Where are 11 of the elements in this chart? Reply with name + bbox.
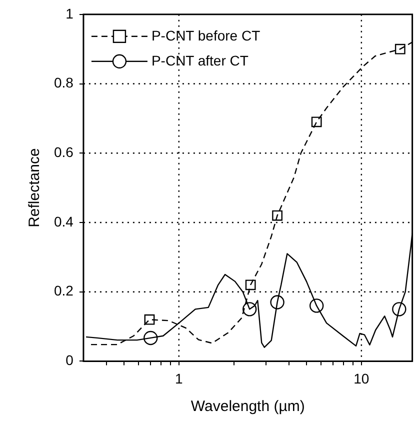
y-axis-title: Reflectance bbox=[26, 148, 44, 228]
y-tick-label: 0.2 bbox=[54, 282, 74, 299]
legend-label: P-CNT after CT bbox=[151, 52, 249, 68]
y-tick-label: 0.8 bbox=[54, 74, 74, 91]
x-axis-title: Wavelength (µm) bbox=[190, 398, 305, 416]
y-tick-label: 1 bbox=[66, 5, 74, 22]
y-tick-label: 0.4 bbox=[54, 213, 74, 230]
y-tick-label: 0 bbox=[66, 352, 74, 368]
y-tick-label: 0.6 bbox=[54, 144, 74, 160]
x-tick-label: 10 bbox=[354, 370, 370, 386]
legend-label: P-CNT before CT bbox=[151, 27, 261, 44]
